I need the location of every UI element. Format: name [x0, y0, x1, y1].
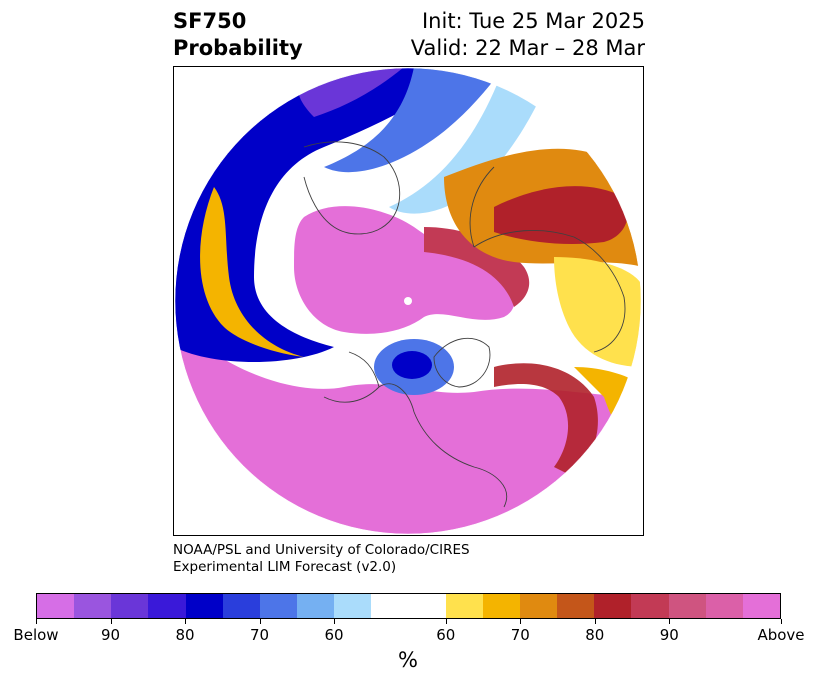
negative-anomaly-west: [175, 68, 474, 362]
negative-anomaly-west-pale: [389, 68, 554, 214]
positive-anomaly-south-edge: [494, 363, 598, 477]
coast-asia-pacific: [303, 141, 401, 235]
colorbar-tick-mark: [259, 619, 261, 624]
colorbar-tick-mark: [594, 619, 596, 624]
colorbar-swatch: [111, 594, 149, 618]
colorbar-tick-mark: [334, 619, 335, 624]
coast-eurasia: [469, 166, 626, 353]
colorbar-swatch: [742, 594, 781, 618]
colorbar-tick-mark: [781, 619, 782, 624]
init-date: Init: Tue 25 Mar 2025: [421, 9, 645, 33]
colorbar-tick-mark: [445, 619, 447, 624]
colorbar-swatch: [74, 594, 112, 618]
colorbar-swatch: [259, 594, 298, 618]
colorbar-swatch: [371, 594, 446, 618]
colorbar-swatch: [297, 594, 335, 618]
colorbar-unit: %: [398, 648, 418, 672]
valid-range: Valid: 22 Mar – 28 Mar: [410, 36, 645, 60]
coast-greenland: [433, 337, 491, 388]
colorbar-tick-label: Below: [13, 626, 59, 644]
colorbar-tick-mark: [185, 619, 186, 624]
negative-anomaly-central-core: [392, 351, 432, 379]
probability-field: [175, 68, 641, 534]
positive-anomaly-east-yellow: [554, 257, 641, 367]
colorbar-tick-mark: [669, 619, 671, 624]
colorbar-tick-label: Above: [757, 626, 805, 644]
positive-anomaly-northeast-core: [494, 186, 628, 244]
colorbar-tick-label: 70: [510, 626, 530, 644]
coastlines: [303, 141, 626, 508]
colorbar-swatch: [520, 594, 558, 618]
colorbar-tick-mark: [36, 619, 37, 624]
colorbar-tick-label: 60: [436, 626, 456, 644]
colorbar-tick-label: 80: [585, 626, 605, 644]
colorbar-swatch: [334, 594, 372, 618]
colorbar-tick-label: 90: [659, 626, 679, 644]
colorbar-tick-label: 60: [324, 626, 344, 644]
pole-marker: [404, 297, 412, 305]
colorbar: [36, 593, 781, 619]
negative-anomaly-west-fringe: [324, 68, 504, 173]
credit-text: NOAA/PSL and University of Colorado/CIRE…: [173, 542, 470, 576]
positive-anomaly-central: [294, 206, 515, 334]
map-disk-edge: [174, 67, 642, 535]
positive-anomaly-south: [175, 317, 641, 534]
colorbar-swatch: [37, 594, 75, 618]
product-label: Probability: [173, 36, 303, 60]
colorbar-swatch: [668, 594, 706, 618]
colorbar-swatch: [148, 594, 186, 618]
colorbar-tick-label: 70: [249, 626, 270, 644]
colorbar-swatch: [482, 594, 521, 618]
variable-label: SF750: [173, 9, 247, 33]
forecast-map: [173, 66, 644, 536]
colorbar-tick-mark: [520, 619, 522, 624]
credit-line-1: NOAA/PSL and University of Colorado/CIRE…: [173, 542, 470, 558]
map-canvas: [174, 67, 642, 535]
coast-north-america: [323, 351, 508, 508]
chart-title: SF750 Probability: [173, 8, 303, 62]
positive-ring-west: [200, 187, 304, 357]
colorbar-tick-label: 80: [175, 626, 195, 644]
colorbar-swatch: [594, 594, 632, 618]
colorbar-swatch: [557, 594, 595, 618]
colorbar-swatch: [445, 594, 483, 618]
positive-anomaly-central-rim: [424, 227, 530, 307]
colorbar-swatch: [185, 594, 223, 618]
colorbar-tick-mark: [110, 619, 112, 624]
colorbar-swatch: [631, 594, 669, 618]
colorbar-swatch: [705, 594, 743, 618]
colorbar-swatch: [222, 594, 260, 618]
colorbar-tick-label: 90: [100, 626, 121, 644]
forecast-dates: Init: Tue 25 Mar 2025 Valid: 22 Mar – 28…: [411, 8, 645, 62]
credit-line-2: Experimental LIM Forecast (v2.0): [173, 559, 397, 575]
